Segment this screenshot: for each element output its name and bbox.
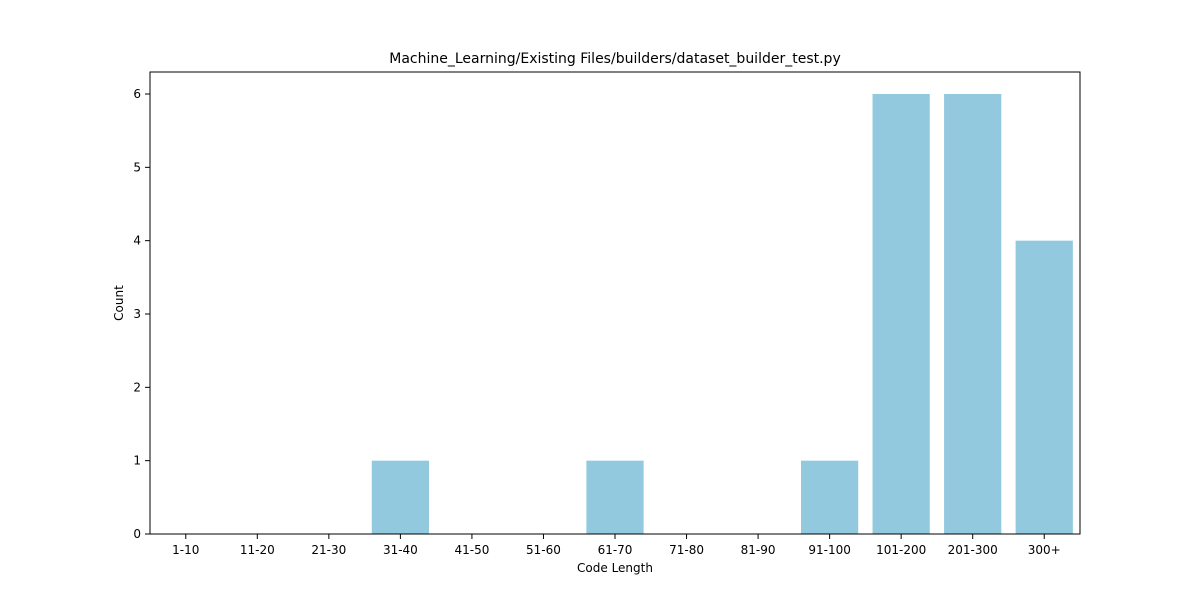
bar-91-100 bbox=[801, 461, 858, 534]
x-tick-label: 41-50 bbox=[454, 543, 489, 557]
x-tick-label: 81-90 bbox=[741, 543, 776, 557]
x-tick-label: 201-300 bbox=[948, 543, 998, 557]
y-axis: 0 1 2 3 4 5 6 bbox=[133, 87, 150, 541]
x-tick-label: 71-80 bbox=[669, 543, 704, 557]
bars-group bbox=[372, 94, 1073, 534]
bar-31-40 bbox=[372, 461, 429, 534]
y-tick-label: 6 bbox=[133, 87, 141, 101]
bar-300+ bbox=[1016, 241, 1073, 534]
y-tick-label: 5 bbox=[133, 160, 141, 174]
x-axis-label: Code Length bbox=[577, 561, 653, 575]
x-tick-label: 11-20 bbox=[240, 543, 275, 557]
y-axis-label: Count bbox=[112, 285, 126, 321]
bar-61-70 bbox=[586, 461, 643, 534]
x-tick-label: 61-70 bbox=[598, 543, 633, 557]
x-tick-label: 91-100 bbox=[808, 543, 851, 557]
x-tick-label: 51-60 bbox=[526, 543, 561, 557]
y-tick-label: 2 bbox=[133, 380, 141, 394]
x-tick-label: 21-30 bbox=[311, 543, 346, 557]
x-tick-label: 101-200 bbox=[876, 543, 926, 557]
y-tick-label: 1 bbox=[133, 454, 141, 468]
y-tick-label: 4 bbox=[133, 234, 141, 248]
x-tick-label: 31-40 bbox=[383, 543, 418, 557]
y-tick-label: 0 bbox=[133, 527, 141, 541]
bar-101-200 bbox=[873, 94, 930, 534]
x-axis: 1-10 11-20 21-30 31-40 41-50 51-60 61-70 71-80 8… bbox=[172, 534, 1061, 557]
chart-title: Machine_Learning/Existing Files/builders… bbox=[389, 51, 840, 67]
x-tick-label: 1-10 bbox=[172, 543, 199, 557]
y-tick-label: 3 bbox=[133, 307, 141, 321]
x-tick-label: 300+ bbox=[1028, 543, 1061, 557]
bar-201-300 bbox=[944, 94, 1001, 534]
